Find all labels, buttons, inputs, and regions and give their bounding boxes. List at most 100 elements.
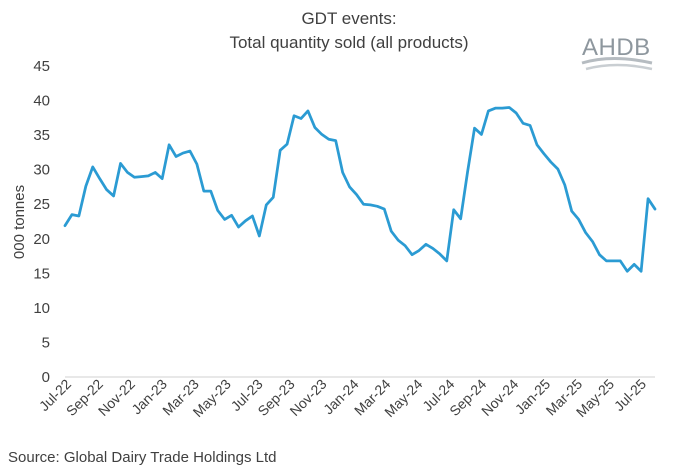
data-point [78, 215, 80, 217]
data-point [564, 184, 566, 186]
y-tick-label: 0 [42, 369, 50, 386]
logo-text: AHDB [582, 34, 651, 61]
data-point [168, 144, 170, 146]
data-point [328, 138, 330, 140]
data-point [598, 254, 601, 256]
data-point [286, 143, 288, 145]
data-point [418, 249, 420, 252]
logo-swoosh-bottom [585, 63, 653, 71]
data-point [161, 178, 163, 180]
ahdb-logo: AHDB [581, 34, 653, 71]
data-point [71, 213, 73, 216]
y-tick-label: 20 [33, 231, 50, 248]
y-tick-label: 25 [33, 196, 50, 213]
data-point [446, 260, 448, 262]
x-tick-label: Nov-23 [286, 376, 329, 419]
y-tick-label: 5 [42, 334, 50, 351]
data-point [119, 162, 122, 165]
data-point [335, 140, 337, 142]
data-point [619, 260, 621, 262]
y-tick-label: 15 [33, 265, 50, 282]
y-tick-label: 30 [33, 162, 50, 179]
y-tick-label: 10 [33, 300, 50, 317]
y-axis-label: 000 tonnes [11, 185, 28, 259]
data-point [473, 127, 476, 129]
data-point [411, 254, 413, 256]
x-tick-label: Nov-24 [478, 376, 521, 419]
data-point [126, 171, 129, 174]
x-tick-label: Jul-25 [611, 376, 649, 414]
data-point [376, 205, 378, 207]
source-note: Source: Global Dairy Trade Holdings Ltd [8, 449, 276, 466]
data-point [272, 196, 274, 198]
data-point [258, 235, 260, 237]
data-point [466, 171, 469, 173]
data-point [175, 155, 177, 158]
data-point [640, 270, 642, 272]
data-point [300, 117, 302, 120]
data-point [342, 171, 344, 174]
data-point [64, 225, 66, 227]
data-point [92, 166, 94, 168]
data-point [654, 208, 656, 210]
data-point [550, 161, 552, 163]
data-point [439, 253, 441, 255]
data-point [154, 171, 156, 174]
logo-swoosh-top [581, 57, 653, 65]
data-point [147, 175, 149, 177]
data-point [210, 190, 212, 192]
data-point [543, 153, 545, 155]
data-point [189, 150, 191, 152]
data-point [203, 190, 205, 192]
data-point [224, 218, 226, 221]
data-point [99, 178, 101, 180]
data-point [196, 163, 198, 165]
data-point [362, 203, 365, 205]
data-point [487, 110, 490, 112]
data-point [293, 115, 295, 117]
data-point [578, 218, 580, 221]
y-axis-ticks: 0 5 10 15 20 25 30 35 40 45 [33, 58, 50, 386]
data-point [397, 239, 399, 241]
data-point [557, 168, 559, 170]
data-point [133, 176, 136, 178]
data-point [390, 230, 392, 232]
data-point [529, 124, 531, 127]
data-point [460, 218, 462, 220]
data-point [494, 107, 496, 109]
data-point [633, 263, 635, 265]
data-point [647, 198, 649, 200]
data-point [244, 220, 247, 222]
data-point [237, 226, 240, 228]
data-point [230, 214, 233, 216]
chart-subtitle: Total quantity sold (all products) [229, 33, 468, 52]
data-point [251, 215, 254, 217]
x-tick-label: Nov-22 [95, 376, 138, 419]
data-point [515, 112, 517, 114]
data-point [626, 270, 628, 272]
data-point [348, 186, 351, 188]
data-point [605, 260, 608, 262]
x-axis-ticks: Jul-22Sep-22Nov-22Jan-23Mar-23May-23Jul-… [36, 376, 649, 420]
data-point [591, 240, 594, 243]
data-point [265, 204, 267, 206]
data-point [480, 133, 483, 136]
chart-title: GDT events: [301, 9, 396, 28]
data-point [584, 231, 587, 234]
data-point [425, 243, 427, 245]
y-tick-label: 45 [33, 58, 50, 75]
data-point [321, 133, 323, 136]
data-point [140, 175, 142, 178]
data-point [501, 107, 503, 109]
data-point [314, 126, 316, 129]
data-point [112, 195, 115, 197]
data-point [217, 209, 219, 212]
data-point [404, 245, 406, 247]
data-point [522, 122, 524, 124]
data-point [383, 208, 385, 210]
data-point [106, 189, 108, 191]
data-point [453, 209, 455, 211]
data-point [182, 152, 184, 154]
series-group [63, 106, 657, 273]
